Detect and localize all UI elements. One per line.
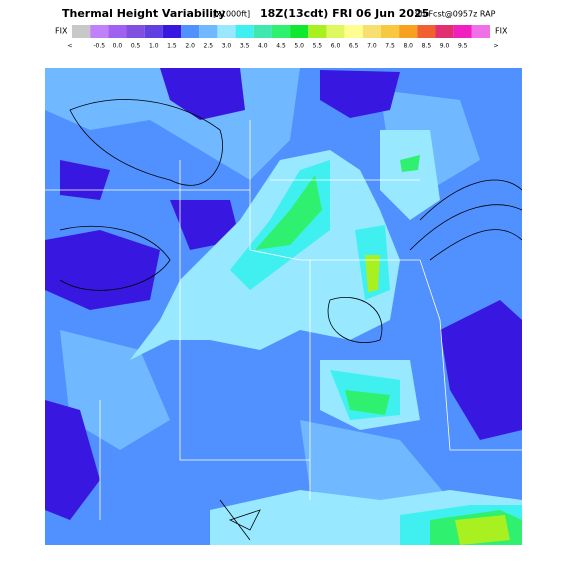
legend-swatch bbox=[199, 25, 218, 38]
legend-swatch bbox=[235, 25, 254, 38]
legend-swatch bbox=[72, 25, 91, 38]
legend-label: 3.5 bbox=[240, 43, 250, 50]
legend-swatch bbox=[290, 25, 309, 38]
legend-label: 7.0 bbox=[367, 43, 377, 50]
legend-swatch bbox=[380, 25, 400, 38]
valid-time: 18Z(13cdt) FRI 06 Jun 2025 bbox=[260, 7, 429, 20]
legend-label: 9.0 bbox=[440, 43, 450, 50]
title: Thermal Height Variability bbox=[62, 7, 226, 20]
legend-swatch bbox=[162, 25, 182, 38]
units: [x1000ft] bbox=[213, 10, 250, 19]
legend-swatch bbox=[453, 25, 472, 38]
legend-label: 8.5 bbox=[422, 43, 432, 50]
legend-swatch bbox=[399, 25, 418, 38]
legend-swatch bbox=[217, 25, 236, 38]
legend-high: > bbox=[493, 43, 498, 50]
forecast: 9hrFcst@0957z RAP bbox=[415, 10, 496, 19]
legend-swatch bbox=[126, 25, 145, 38]
legend-label: 2.5 bbox=[204, 43, 214, 50]
legend-label: 2.0 bbox=[185, 43, 195, 50]
legend-label: 1.5 bbox=[167, 43, 177, 50]
legend-label: 6.0 bbox=[331, 43, 341, 50]
legend-swatch bbox=[271, 25, 291, 38]
legend-label: 0.5 bbox=[131, 43, 141, 50]
legend-label: 4.5 bbox=[276, 43, 286, 50]
legend-label: 5.5 bbox=[313, 43, 323, 50]
legend-swatch bbox=[417, 25, 436, 38]
legend-swatch bbox=[308, 25, 327, 38]
legend-label: 4.0 bbox=[258, 43, 268, 50]
legend-swatch bbox=[90, 25, 109, 38]
legend-low: < bbox=[67, 43, 72, 50]
legend-label: 5.0 bbox=[294, 43, 304, 50]
legend-label: 7.5 bbox=[385, 43, 395, 50]
legend-swatch bbox=[181, 25, 200, 38]
legend-label: 9.5 bbox=[458, 43, 468, 50]
legend-swatch bbox=[144, 25, 163, 38]
legend-swatch bbox=[108, 25, 127, 38]
legend-swatch bbox=[326, 25, 345, 38]
legend-swatch bbox=[344, 25, 363, 38]
map bbox=[45, 68, 522, 545]
legend-label: 1.0 bbox=[149, 43, 159, 50]
legend-swatches: -0.5 0.0 0.5 1.0 1.5 2.0 2.5 3.0 3.5 4.0 4.5 5.0 5.5… bbox=[72, 25, 490, 50]
legend-label: 6.5 bbox=[349, 43, 359, 50]
legend-label: 8.0 bbox=[403, 43, 413, 50]
legend-right: FIX bbox=[495, 27, 508, 36]
legend-swatch bbox=[471, 25, 490, 38]
legend-label: 0.0 bbox=[113, 43, 123, 50]
legend-label: 3.0 bbox=[222, 43, 232, 50]
legend-label: -0.5 bbox=[93, 43, 105, 50]
legend-swatch bbox=[362, 25, 381, 38]
legend-swatch bbox=[253, 25, 272, 38]
legend-left: FIX bbox=[55, 27, 68, 36]
legend-swatch bbox=[435, 25, 454, 38]
